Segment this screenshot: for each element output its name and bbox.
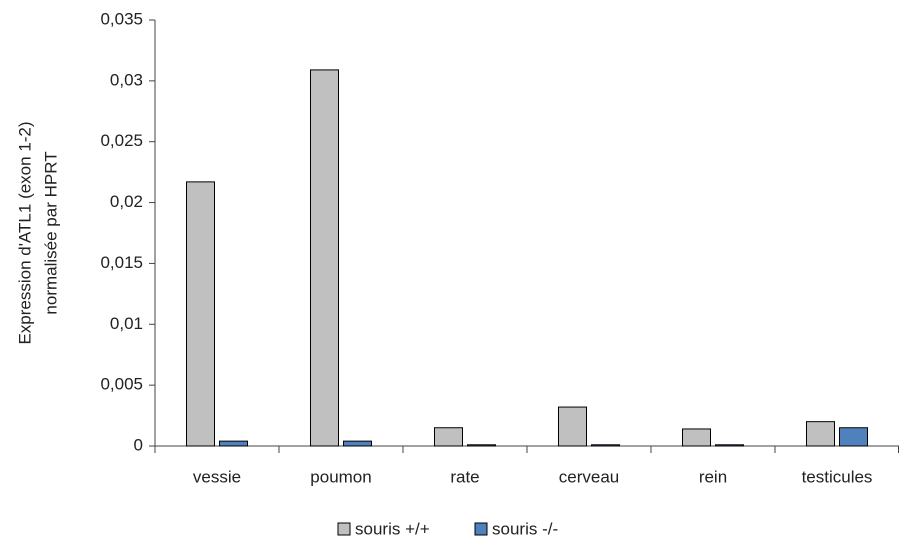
x-tick-label: testicules — [802, 467, 873, 486]
bar — [310, 69, 339, 447]
y-tick-label: 0,02 — [110, 192, 143, 211]
y-axis-title-line: normalisée par HPRT — [41, 151, 60, 314]
bar — [467, 444, 496, 447]
x-tick-label: poumon — [310, 467, 371, 486]
bar — [591, 444, 620, 447]
y-tick-label: 0 — [134, 435, 143, 454]
y-tick-label: 0,025 — [100, 131, 143, 150]
bar — [434, 427, 463, 447]
y-tick-label: 0,035 — [100, 9, 143, 28]
x-tick-label: rate — [450, 467, 479, 486]
x-tick-label: cerveau — [559, 467, 619, 486]
y-tick-label: 0,03 — [110, 70, 143, 89]
bar — [343, 440, 372, 447]
legend-label: souris -/- — [492, 519, 558, 538]
y-tick-label: 0,005 — [100, 375, 143, 394]
bar — [682, 428, 711, 447]
bar — [219, 440, 248, 447]
legend-label: souris +/+ — [355, 519, 430, 538]
y-axis-title: Expression d'ATL1 (exon 1-2) normalisée … — [15, 121, 60, 344]
y-tick-label: 0,01 — [110, 314, 143, 333]
bar — [715, 444, 744, 447]
bar — [806, 421, 835, 447]
bar — [558, 406, 587, 447]
x-tick-label: rein — [699, 467, 727, 486]
legend-swatch — [474, 522, 488, 536]
y-tick-label: 0,015 — [100, 253, 143, 272]
x-tick-label: vessie — [193, 467, 241, 486]
bar — [186, 181, 215, 447]
legend-swatch — [337, 522, 351, 536]
bar — [839, 427, 868, 447]
y-axis-title-line: Expression d'ATL1 (exon 1-2) — [15, 121, 34, 344]
